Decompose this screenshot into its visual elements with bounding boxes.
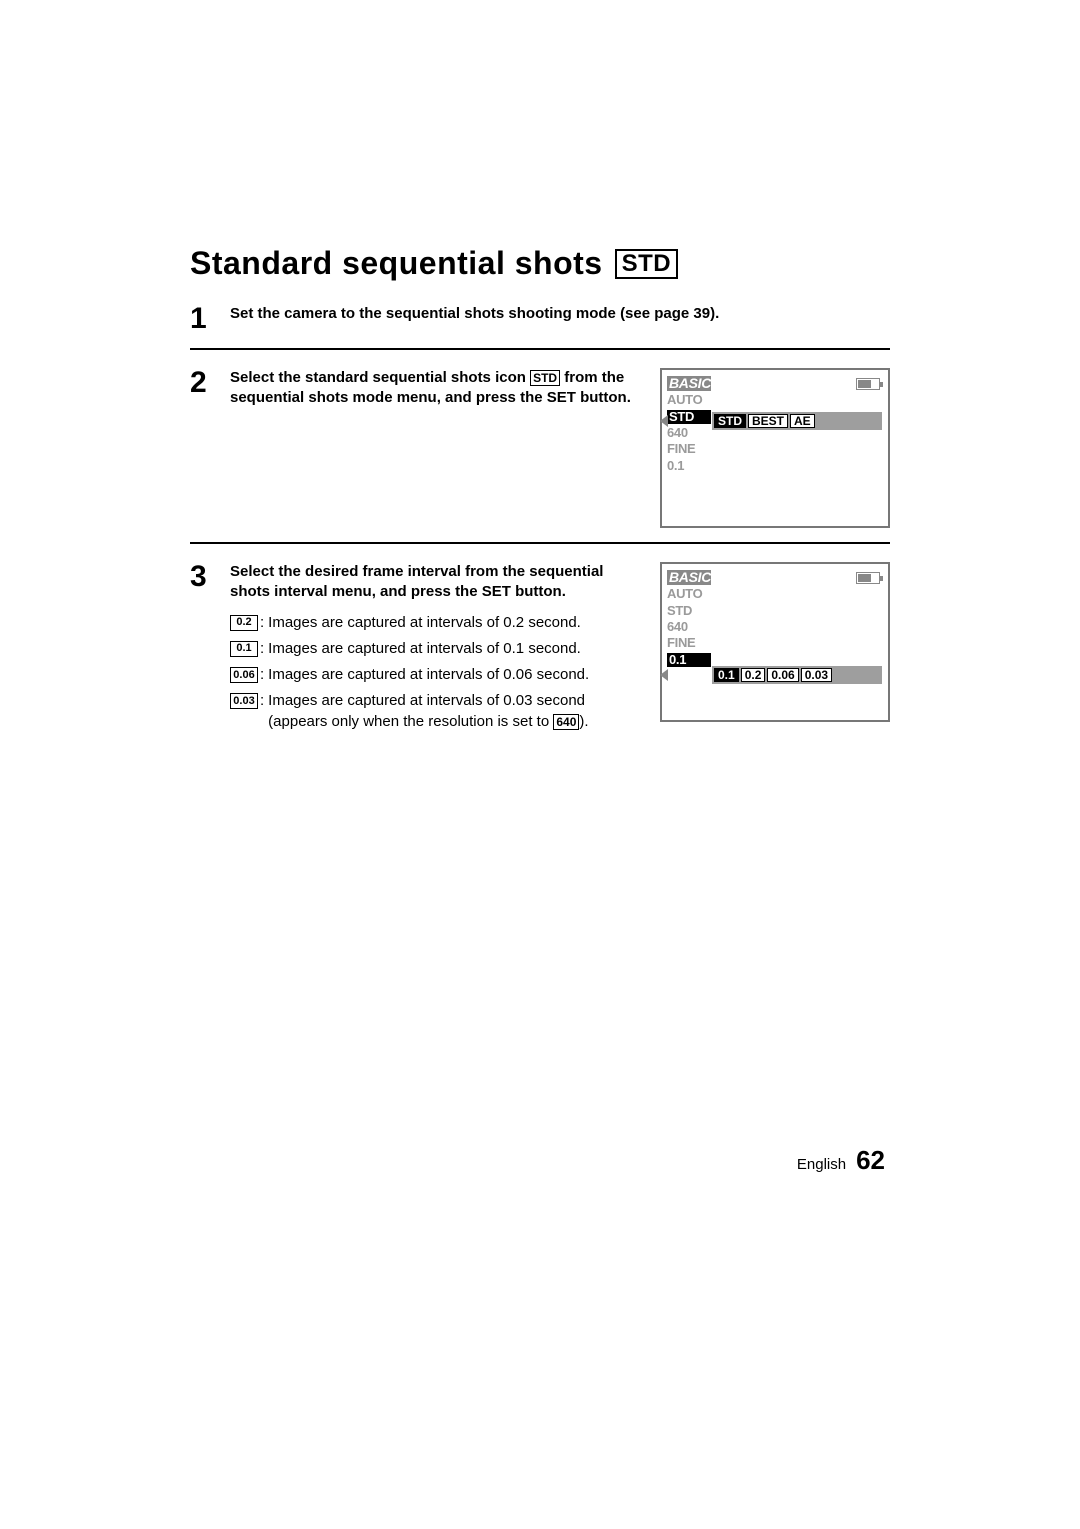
lcd1-row-fine: FINE: [667, 442, 711, 456]
page-title: Standard sequential shots: [190, 245, 603, 282]
step-2-text-a: Select the standard sequential shots ico…: [230, 369, 530, 386]
page-title-row: Standard sequential shots STD: [190, 245, 890, 282]
step-1-number: 1: [190, 304, 230, 334]
lcd-screen-1: BASIC AUTO STD 640 FINE 0.1 STD BEST AE: [660, 368, 890, 528]
interval-list: 0.2: Images are captured at intervals of…: [230, 613, 640, 732]
lcd1-strip-best: BEST: [748, 414, 788, 428]
interval-row-02: 0.2: Images are captured at intervals of…: [230, 613, 640, 633]
interval-row-01: 0.1: Images are captured at intervals of…: [230, 639, 640, 659]
lcd2-strip: 0.1 0.2 0.06 0.03: [712, 666, 882, 684]
lcd2-strip-02: 0.2: [741, 668, 766, 682]
interval-desc-02: Images are captured at intervals of 0.2 …: [268, 613, 640, 633]
step-2-text: Select the standard sequential shots ico…: [230, 368, 640, 528]
page-footer: English 62: [797, 1145, 885, 1176]
lcd2-row-std: STD: [667, 604, 711, 618]
lcd1-strip-std: STD: [714, 414, 746, 428]
step-1: 1 Set the camera to the sequential shots…: [190, 304, 890, 334]
lcd1-strip: STD BEST AE: [712, 412, 882, 430]
step-1-text: Set the camera to the sequential shots s…: [230, 304, 890, 324]
lcd2-strip-006: 0.06: [767, 668, 798, 682]
lcd1-strip-ae: AE: [790, 414, 815, 428]
resolution-640-chip: 640: [553, 714, 579, 730]
lcd2-row-fine: FINE: [667, 636, 711, 650]
step-2: 2 Select the standard sequential shots i…: [190, 368, 890, 528]
lcd2-row-01: 0.1: [667, 653, 711, 667]
lcd1-row-std: STD: [667, 410, 711, 424]
lcd1-row-640: 640: [667, 426, 711, 440]
lcd1-row-auto: AUTO: [667, 393, 711, 407]
interval-chip-02: 0.2: [230, 615, 258, 631]
interval-chip-006: 0.06: [230, 667, 258, 683]
lcd2-left-arrow-icon: [660, 669, 668, 681]
step-2-number: 2: [190, 368, 230, 398]
interval-003-text-a: Images are captured at intervals of 0.03…: [268, 692, 585, 729]
lcd1-row-01: 0.1: [667, 459, 711, 473]
lcd2-row-640: 640: [667, 620, 711, 634]
lcd2-strip-01: 0.1: [714, 668, 739, 682]
std-title-badge: STD: [615, 249, 679, 279]
interval-003-text-b: ).: [579, 713, 588, 730]
interval-row-003: 0.03: Images are captured at intervals o…: [230, 691, 640, 732]
interval-chip-01: 0.1: [230, 641, 258, 657]
lcd2-strip-003: 0.03: [801, 668, 832, 682]
step-3-lead: Select the desired frame interval from t…: [230, 563, 603, 600]
lcd2-sidebar: BASIC AUTO STD 640 FINE 0.1: [667, 570, 711, 667]
lcd1-title: BASIC: [667, 376, 711, 391]
interval-desc-003: Images are captured at intervals of 0.03…: [268, 691, 640, 732]
lcd-screen-2: BASIC AUTO STD 640 FINE 0.1 0.1 0.2 0.06…: [660, 562, 890, 722]
divider-1: [190, 348, 890, 350]
std-inline-chip: STD: [530, 370, 560, 386]
footer-language: English: [797, 1156, 846, 1173]
battery-icon-2: [856, 572, 880, 584]
interval-desc-01: Images are captured at intervals of 0.1 …: [268, 639, 640, 659]
interval-row-006: 0.06: Images are captured at intervals o…: [230, 665, 640, 685]
footer-page-number: 62: [856, 1145, 885, 1176]
lcd1-left-arrow-icon: [660, 415, 668, 427]
lcd1-sidebar: BASIC AUTO STD 640 FINE 0.1: [667, 376, 711, 473]
step-3: 3 Select the desired frame interval from…: [190, 562, 890, 738]
interval-chip-003: 0.03: [230, 693, 258, 709]
step-3-text: Select the desired frame interval from t…: [230, 562, 640, 738]
step-3-number: 3: [190, 562, 230, 592]
divider-2: [190, 542, 890, 544]
interval-desc-006: Images are captured at intervals of 0.06…: [268, 665, 640, 685]
battery-icon: [856, 378, 880, 390]
lcd2-title: BASIC: [667, 570, 711, 585]
lcd2-row-auto: AUTO: [667, 587, 711, 601]
